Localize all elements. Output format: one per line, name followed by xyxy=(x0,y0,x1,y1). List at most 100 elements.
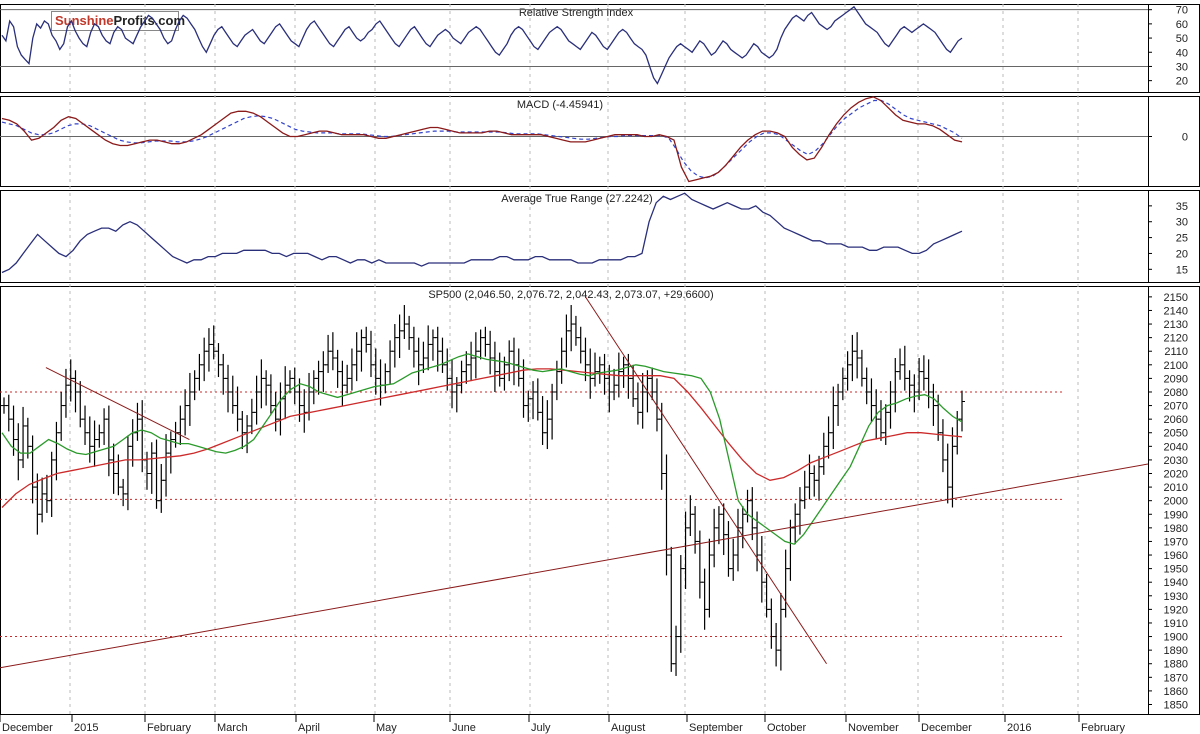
price-bar xyxy=(158,463,165,513)
price-bar xyxy=(105,405,112,477)
price-bar xyxy=(611,368,618,401)
y-tick-label: 2000 xyxy=(1164,496,1188,508)
macd-panel: MACD (-4.45941) 0 xyxy=(0,96,1188,183)
price-bar xyxy=(101,408,108,445)
price-bar xyxy=(596,356,603,384)
price-bar xyxy=(396,314,403,359)
price-bar xyxy=(91,420,98,467)
rsi-line xyxy=(1,5,963,85)
price-bar xyxy=(577,326,584,364)
price-bar xyxy=(258,359,265,409)
price-bar xyxy=(248,398,255,435)
trendline xyxy=(0,463,1149,669)
price-bar xyxy=(410,326,417,368)
panel-frame xyxy=(0,286,1200,715)
price-bar xyxy=(301,389,308,433)
y-tick-label: 2010 xyxy=(1164,482,1188,494)
price-bar xyxy=(682,511,689,589)
price-bar xyxy=(858,349,865,387)
price-bar xyxy=(225,364,232,413)
price-bar xyxy=(835,383,842,426)
price-bar xyxy=(139,400,146,473)
y-tick-label: 1860 xyxy=(1164,686,1188,698)
price-bar xyxy=(620,356,627,388)
y-tick-label: 2030 xyxy=(1164,455,1188,467)
price-panel: SP500 (2,046.50, 2,076.72, 2,042.43, 2,0… xyxy=(0,289,1188,711)
y-tick-label: 1980 xyxy=(1164,523,1188,535)
price-bar xyxy=(730,538,737,581)
price-bar xyxy=(673,625,680,676)
price-bar xyxy=(687,495,694,537)
y-tick-label: 2040 xyxy=(1164,441,1188,453)
price-bar xyxy=(796,487,803,535)
price-bar xyxy=(167,431,174,474)
price-bar xyxy=(877,400,884,441)
y-tick-label: 2080 xyxy=(1164,387,1188,399)
price-bar xyxy=(816,455,823,501)
price-bar xyxy=(329,332,336,371)
x-tick-label: 2015 xyxy=(74,722,98,734)
y-tick-label: 1950 xyxy=(1164,564,1188,576)
price-bar xyxy=(415,337,422,386)
x-tick-label: April xyxy=(298,722,320,734)
y-tick-label: 1990 xyxy=(1164,509,1188,521)
price-bar xyxy=(763,574,770,618)
x-tick-label: March xyxy=(217,722,248,734)
y-tick-label: 1880 xyxy=(1164,659,1188,671)
y-tick-label: 15 xyxy=(1176,264,1188,276)
price-bar xyxy=(39,477,46,523)
price-bar xyxy=(825,416,832,459)
price-bar xyxy=(510,337,517,386)
moving-average-short xyxy=(1,353,963,545)
price-bar xyxy=(811,465,818,497)
price-bar xyxy=(806,454,813,500)
price-bar xyxy=(491,341,498,392)
price-bar xyxy=(182,389,189,436)
logo-part-2: Profits.com xyxy=(113,13,186,28)
rsi-panel: Relative Strength Index 20 30 40 50 60 70 xyxy=(0,5,1188,88)
price-bar xyxy=(153,439,160,509)
price-bar xyxy=(854,332,861,379)
price-bar xyxy=(568,305,575,352)
price-bar xyxy=(353,332,360,382)
price-bar xyxy=(696,530,703,599)
y-tick-label: 2050 xyxy=(1164,428,1188,440)
price-bar xyxy=(792,503,799,545)
macd-line xyxy=(1,96,963,183)
price-bar xyxy=(711,508,718,568)
y-tick-label: 50 xyxy=(1176,33,1188,45)
moving-average-long xyxy=(1,368,963,508)
price-bar xyxy=(482,326,489,357)
atr-title: Average True Range (27.2242) xyxy=(501,193,652,205)
x-tick-label: December xyxy=(2,722,53,734)
price-bar xyxy=(944,443,951,504)
price-bar xyxy=(487,330,494,375)
trendline xyxy=(45,367,190,440)
price-bar xyxy=(739,506,746,549)
price-bar xyxy=(196,353,203,391)
price-bar xyxy=(267,374,274,414)
price-bar xyxy=(406,315,413,350)
y-tick-label: 2090 xyxy=(1164,373,1188,385)
x-tick-label: September xyxy=(689,722,743,734)
price-bar xyxy=(372,348,379,395)
price-bar xyxy=(20,406,27,469)
y-tick-label: 60 xyxy=(1176,19,1188,31)
price-bar xyxy=(239,411,246,450)
price-bar xyxy=(425,325,432,371)
price-bar xyxy=(325,334,332,373)
price-bar xyxy=(830,386,837,450)
price-bar xyxy=(201,337,208,382)
price-bar xyxy=(463,351,470,384)
price-bar xyxy=(477,329,484,360)
price-bar xyxy=(901,345,908,391)
price-bar xyxy=(782,549,789,618)
price-bar xyxy=(348,348,355,391)
price-bar xyxy=(897,348,904,380)
y-tick-label: 0 xyxy=(1182,132,1188,144)
price-bar xyxy=(458,360,465,394)
price-bar xyxy=(367,330,374,378)
price-bar xyxy=(572,315,579,346)
price-bar xyxy=(220,353,227,395)
price-bar xyxy=(777,593,784,671)
